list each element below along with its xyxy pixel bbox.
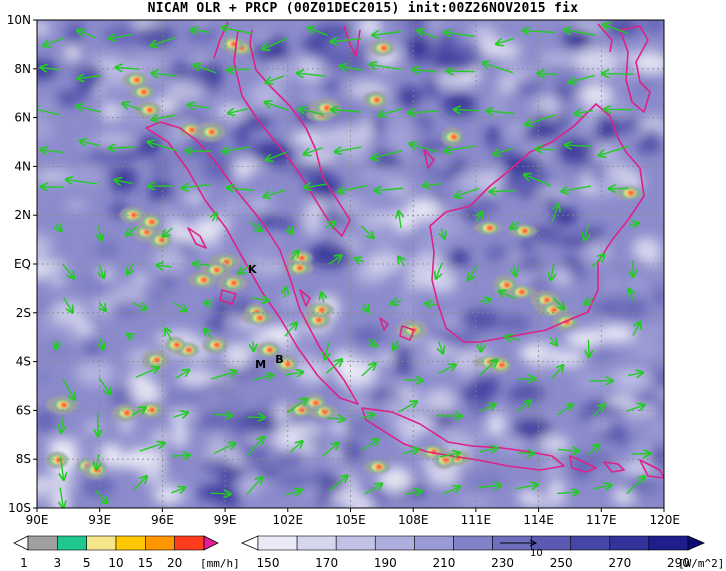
precip-colorbar-label: 20 <box>167 556 182 570</box>
precip-colorbar-swatch <box>57 535 87 551</box>
precip-colorbar: 1 3 5 10 15 20 <box>13 535 219 570</box>
city-label-m: M <box>255 358 266 371</box>
olr-colorbar-swatch <box>335 535 376 551</box>
reference-vector-label: 10 <box>530 548 543 559</box>
lon-label: 108E <box>398 513 429 527</box>
lat-label: 4S <box>16 355 31 369</box>
lat-label: 2N <box>14 208 31 222</box>
lon-label: 99E <box>214 513 237 527</box>
olr-unit: [W/m^2] <box>678 557 724 570</box>
precip-colorbar-label: 10 <box>108 556 123 570</box>
olr-colorbar-swatch <box>414 535 454 551</box>
precip-colorbar-label: 3 <box>54 556 62 570</box>
city-markers: K M B <box>248 263 284 371</box>
precip-colorbar-min-triangle <box>13 535 29 551</box>
olr-colorbar-label: 150 <box>257 556 280 570</box>
olr-colorbar-label: 270 <box>608 556 631 570</box>
olr-colorbar-label: 250 <box>550 556 573 570</box>
olr-colorbar-swatch <box>257 535 298 551</box>
lon-label: 114E <box>523 513 554 527</box>
olr-colorbar-min-triangle <box>241 535 259 551</box>
lat-label: 2S <box>16 306 31 320</box>
precip-colorbar-swatch <box>145 535 175 551</box>
olr-colorbar-label: 170 <box>315 556 338 570</box>
precip-colorbar-swatch <box>86 535 117 551</box>
wind-vectors <box>37 25 650 508</box>
precip-colorbar-label: 15 <box>138 556 153 570</box>
olr-colorbar-label: 210 <box>432 556 455 570</box>
olr-colorbar: 150 170 190 210 230 250 270 290 <box>241 535 705 570</box>
city-label-b: B <box>275 353 283 366</box>
lon-label: 90E <box>26 513 49 527</box>
city-label-k: K <box>248 263 257 276</box>
olr-colorbar-swatch <box>570 535 611 551</box>
lon-label: 120E <box>650 513 681 527</box>
lat-label: 10N <box>7 13 31 27</box>
grid-lines <box>37 20 664 508</box>
lon-label: 105E <box>335 513 366 527</box>
precip-colorbar-swatch <box>115 535 146 551</box>
reference-vector: 10 <box>500 539 543 559</box>
olr-colorbar-label: 190 <box>374 556 397 570</box>
lat-label: EQ <box>14 257 31 271</box>
olr-colorbar-swatch <box>296 535 337 551</box>
precip-colorbar-max-triangle <box>203 535 219 551</box>
lon-label: 102E <box>273 513 304 527</box>
precip-colorbar-swatch <box>174 535 205 551</box>
map-title: NICAM OLR + PRCP (00Z01DEC2015) init:00Z… <box>147 1 579 16</box>
lon-label: 117E <box>586 513 617 527</box>
olr-colorbar-swatch <box>648 535 689 551</box>
olr-colorbar-swatch <box>453 535 493 551</box>
lat-label: 6N <box>14 111 31 125</box>
precip-colorbar-label: 5 <box>83 556 91 570</box>
lon-label: 93E <box>88 513 111 527</box>
coastlines <box>145 21 664 479</box>
olr-colorbar-label: 290 <box>667 556 690 570</box>
lon-label: 96E <box>151 513 174 527</box>
lat-label: 8S <box>16 452 31 466</box>
olr-colorbar-swatch <box>374 535 415 551</box>
precip-colorbar-swatch <box>27 535 58 551</box>
precip-colorbar-label: 1 <box>20 556 28 570</box>
olr-colorbar-swatch <box>609 535 650 551</box>
olr-colorbar-max-triangle <box>687 535 705 551</box>
lon-label: 111E <box>461 513 492 527</box>
olr-colorbar-label: 230 <box>491 556 514 570</box>
lat-label: 8N <box>14 62 31 76</box>
lat-label: 4N <box>14 159 31 173</box>
precip-unit: [mm/h] <box>200 557 240 570</box>
lat-label: 6S <box>16 403 31 417</box>
lat-label: 10S <box>8 501 31 515</box>
